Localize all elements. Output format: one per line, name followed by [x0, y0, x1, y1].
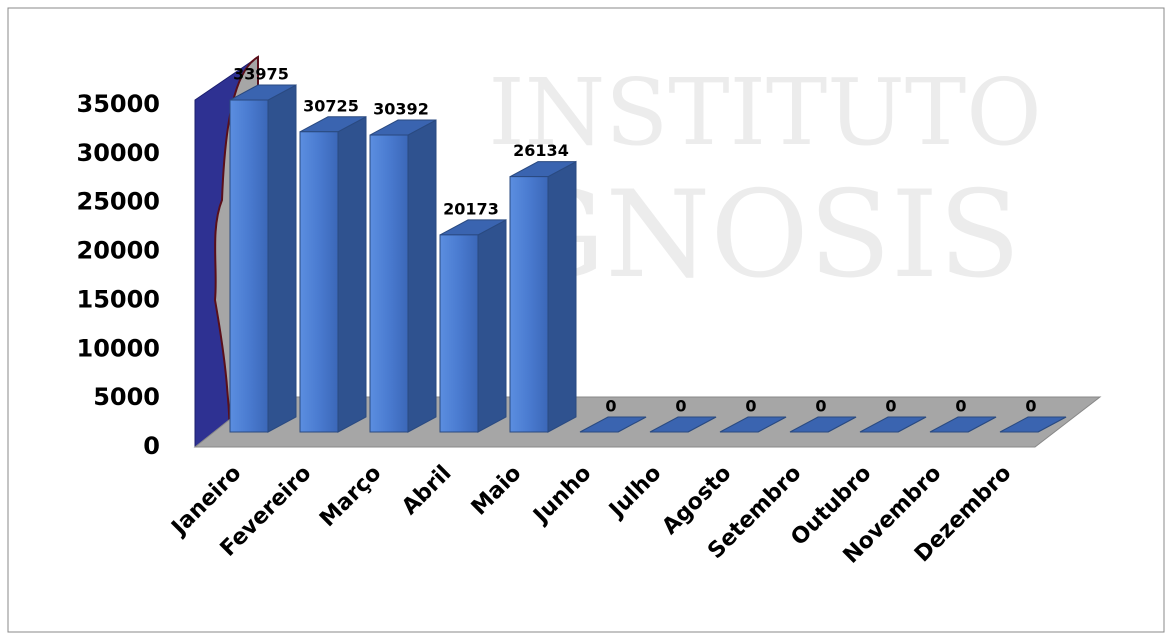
y-tick-label: 30000	[77, 139, 161, 167]
value-label: 0	[675, 397, 686, 416]
y-tick-label: 10000	[77, 334, 161, 362]
bar-top	[649, 416, 717, 433]
value-label: 30725	[303, 96, 359, 115]
value-label: 0	[605, 397, 616, 416]
bar-top	[789, 416, 857, 433]
bar-side	[547, 160, 577, 433]
y-tick-label: 25000	[77, 188, 161, 216]
value-label: 0	[815, 397, 826, 416]
value-label: 33975	[233, 65, 289, 84]
y-tick-label: 0	[143, 432, 160, 460]
y-tick-label: 15000	[77, 285, 161, 313]
value-label: 30392	[373, 100, 429, 119]
value-label: 20173	[443, 199, 499, 218]
bar	[509, 176, 549, 433]
watermark: GNOSIS	[509, 166, 1020, 305]
value-label: 0	[745, 397, 756, 416]
bar-top	[999, 416, 1067, 433]
bar	[229, 99, 269, 433]
bar-side	[477, 219, 507, 433]
bar-side	[267, 84, 297, 433]
bar-top	[579, 416, 647, 433]
bar-side	[337, 115, 367, 433]
bar	[439, 234, 479, 433]
bar	[369, 134, 409, 433]
bar-side	[407, 119, 437, 433]
y-tick-label: 5000	[93, 383, 160, 411]
watermark: INSTITUTO	[488, 59, 1041, 166]
y-tick-label: 35000	[77, 90, 161, 118]
bar-top	[929, 416, 997, 433]
value-label: 0	[885, 397, 896, 416]
value-label: 0	[955, 397, 966, 416]
value-label: 26134	[513, 141, 569, 160]
value-label: 0	[1025, 397, 1036, 416]
bar-top	[859, 416, 927, 433]
y-tick-label: 20000	[77, 237, 161, 265]
bar-top	[719, 416, 787, 433]
bar	[299, 131, 339, 433]
